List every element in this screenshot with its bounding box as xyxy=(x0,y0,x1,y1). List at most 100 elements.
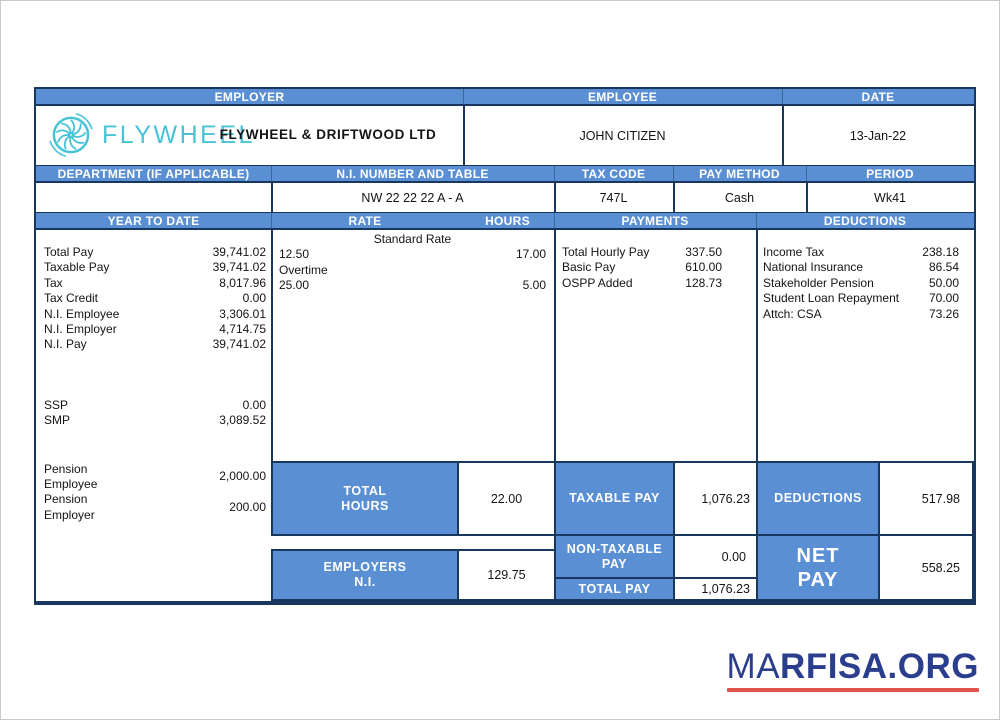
ytd-row: Pension Employee 2,000.00 xyxy=(44,462,266,493)
divider xyxy=(554,230,556,461)
payments-column: Total Hourly Pay 337.50 Basic Pay 610.00 OSP… xyxy=(554,230,756,291)
ytd-row: SMP 3,089.52 xyxy=(44,413,266,428)
hours-value: 5.00 xyxy=(522,278,546,293)
ytd-row: Tax Credit 0.00 xyxy=(44,291,266,306)
department-header: DEPARTMENT (IF APPLICABLE) xyxy=(57,166,250,181)
taxable-pay-box: TAXABLE PAY xyxy=(554,461,675,536)
rate-line: 25.00 5.00 xyxy=(279,278,546,293)
payments-row: OSPP Added 128.73 xyxy=(562,276,722,291)
payments-row-label: Total Hourly Pay xyxy=(562,245,650,259)
employee-header: EMPLOYEE xyxy=(587,89,658,104)
ytd-row-value: 3,089.52 xyxy=(219,413,266,428)
rate-value: 25.00 xyxy=(279,278,310,293)
site-watermark-text: MARFISA.ORG xyxy=(727,647,979,687)
rate-hours-column: Standard Rate 12.50 17.00 Overtime 25.00 5.00 xyxy=(271,230,554,294)
divider xyxy=(271,213,272,228)
employer-header: EMPLOYER xyxy=(214,89,285,104)
pay-date: 13-Jan-22 xyxy=(849,128,907,143)
company-name: FLYWHEEL & DRIFTWOOD LTD xyxy=(219,127,437,142)
divider xyxy=(806,183,808,212)
divider xyxy=(756,230,758,461)
divider xyxy=(782,106,784,165)
ni-number-header: N.I. NUMBER AND TABLE xyxy=(336,166,489,181)
divider xyxy=(554,183,556,212)
ytd-row-label: N.I. Employee xyxy=(44,306,120,321)
deductions-total-value: 517.98 xyxy=(878,461,974,536)
ytd-row: N.I. Employee 3,306.01 xyxy=(44,307,266,322)
ytd-row-label: Tax Credit xyxy=(44,291,99,306)
deductions-row: Stakeholder Pension 50.00 xyxy=(763,276,959,291)
employee-name: JOHN CITIZEN xyxy=(579,128,666,143)
identity-row: FLYWHEEL FLYWHEEL & DRIFTWOOD LTD JOHN C… xyxy=(36,106,974,165)
divider xyxy=(806,166,807,181)
brand-bold-part: RFISA.ORG xyxy=(780,647,979,686)
payments-row-value: 337.50 xyxy=(685,245,722,259)
ytd-row-label: Tax xyxy=(44,275,63,290)
deductions-row-value: 73.26 xyxy=(928,306,959,321)
ytd-row-value: 39,741.02 xyxy=(212,245,266,259)
ytd-row-label: N.I. Pay xyxy=(44,337,87,352)
divider xyxy=(463,106,465,165)
rate-line: Overtime xyxy=(279,262,328,277)
non-taxable-pay-box: NON-TAXABLE PAY xyxy=(554,534,675,579)
deductions-row-label: Student Loan Repayment xyxy=(763,291,900,306)
ytd-row-value: 2,000.00 xyxy=(219,469,266,484)
ytd-row-value: 8,017.96 xyxy=(219,275,266,290)
total-hours-box: TOTAL HOURS xyxy=(271,461,459,536)
ytd-row-label: Taxable Pay xyxy=(44,260,110,275)
rate-value: 12.50 xyxy=(279,247,310,262)
total-pay-value: 1,076.23 xyxy=(673,577,758,601)
payments-row-label: Basic Pay xyxy=(562,260,616,275)
payments-header: PAYMENTS xyxy=(621,213,689,228)
site-watermark: MARFISA.ORG xyxy=(726,647,979,693)
ytd-row: N.I. Employer 4,714.75 xyxy=(44,322,266,337)
divider xyxy=(554,213,555,228)
divider xyxy=(554,166,555,181)
period-header: PERIOD xyxy=(866,166,914,181)
payments-row-label: OSPP Added xyxy=(562,275,633,290)
logo-wordmark: FLYWHEEL xyxy=(102,121,255,149)
masthead-bar: EMPLOYER EMPLOYEE DATE xyxy=(36,89,974,106)
divider xyxy=(673,166,674,181)
ytd-row: N.I. Pay 39,741.02 xyxy=(44,337,266,352)
column-header-bar: YEAR TO DATE RATE HOURS PAYMENTS DEDUCTI… xyxy=(36,212,974,230)
deductions-row-value: 238.18 xyxy=(922,245,959,259)
divider xyxy=(673,183,675,212)
flywheel-logo-icon xyxy=(46,110,96,165)
payments-row: Basic Pay 610.00 xyxy=(562,260,722,275)
deductions-row: Attch: CSA 73.26 xyxy=(763,307,959,322)
deductions-row-value: 70.00 xyxy=(928,291,959,306)
non-taxable-pay-value: 0.00 xyxy=(673,534,758,579)
ni-number-value: NW 22 22 22 A - A xyxy=(361,190,464,205)
deductions-row: Student Loan Repayment 70.00 xyxy=(763,291,959,306)
net-pay-value: 558.25 xyxy=(878,534,974,601)
deductions-row-label: Income Tax xyxy=(763,245,825,259)
deductions-row-label: National Insurance xyxy=(763,260,864,275)
divider xyxy=(271,183,273,212)
deductions-row-label: Attch: CSA xyxy=(763,306,822,321)
deductions-row: National Insurance 86.54 xyxy=(763,260,959,275)
tax-code-value: 747L xyxy=(599,190,628,205)
brand-underline xyxy=(726,688,979,693)
employers-ni-box: EMPLOYERS N.I. xyxy=(271,549,459,601)
ytd-row: Total Pay 39,741.02 xyxy=(44,245,266,260)
ytd-row-label: Pension Employee xyxy=(44,461,98,492)
deductions-header: DEDUCTIONS xyxy=(823,213,907,228)
ytd-row: Pension Employer 200.00 xyxy=(44,492,266,523)
ytd-row-label: Total Pay xyxy=(44,245,94,259)
pay-method-value: Cash xyxy=(724,190,755,205)
divider xyxy=(756,213,757,228)
tax-code-header: TAX CODE xyxy=(581,166,646,181)
total-hours-value: 22.00 xyxy=(457,461,556,536)
divider xyxy=(463,89,464,104)
payments-row-value: 610.00 xyxy=(685,260,722,275)
period-value: Wk41 xyxy=(874,190,906,205)
brand-light-part: MA xyxy=(726,647,781,686)
ytd-row: Tax 8,017.96 xyxy=(44,276,266,291)
ytd-row-value: 200.00 xyxy=(229,500,266,515)
hours-value: 17.00 xyxy=(515,247,546,262)
ytd-row-value: 3,306.01 xyxy=(219,306,266,321)
department-value xyxy=(36,183,271,212)
ytd-row: Taxable Pay 39,741.02 xyxy=(44,260,266,275)
ytd-row-value: 39,741.02 xyxy=(212,337,266,352)
